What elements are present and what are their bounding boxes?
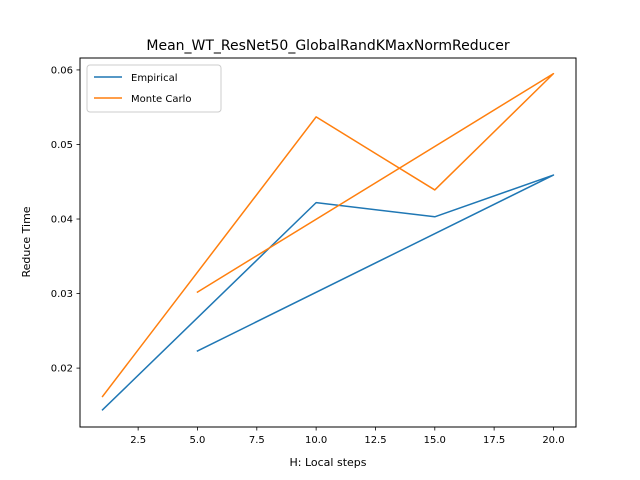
plot-lines [101, 72, 555, 411]
chart-title: Mean_WT_ResNet50_GlobalRandKMaxNormReduc… [146, 38, 509, 54]
x-tick-label: 17.5 [483, 435, 505, 446]
x-tick-label: 5.0 [190, 435, 206, 446]
x-tick-label: 2.5 [130, 435, 146, 446]
x-tick-label: 10.0 [305, 435, 327, 446]
series-line-empirical [101, 174, 555, 411]
x-axis-ticks: 2.5 5.0 7.5 10.0 12.5 15.0 17.5 20.0 [130, 427, 565, 446]
plot-frame [79, 57, 577, 428]
y-tick-label: 0.04 [51, 215, 73, 226]
x-tick-label: 7.5 [249, 435, 265, 446]
series-line-monte-carlo [101, 72, 555, 398]
legend-label-monte-carlo: Monte Carlo [131, 94, 191, 105]
x-axis-label: H: Local steps [289, 456, 366, 469]
y-tick-label: 0.06 [51, 65, 73, 76]
x-tick-label: 15.0 [424, 435, 446, 446]
y-tick-label: 0.05 [51, 140, 73, 151]
y-tick-label: 0.03 [51, 289, 73, 300]
y-axis-ticks: 0.02 0.03 0.04 0.05 0.06 [51, 65, 80, 375]
legend: Empirical Monte Carlo [86, 64, 222, 113]
x-tick-label: 20.0 [542, 435, 564, 446]
y-tick-label: 0.02 [51, 364, 73, 375]
x-tick-label: 12.5 [364, 435, 386, 446]
y-axis-label: Reduce Time [20, 206, 33, 277]
legend-label-empirical: Empirical [131, 73, 177, 84]
